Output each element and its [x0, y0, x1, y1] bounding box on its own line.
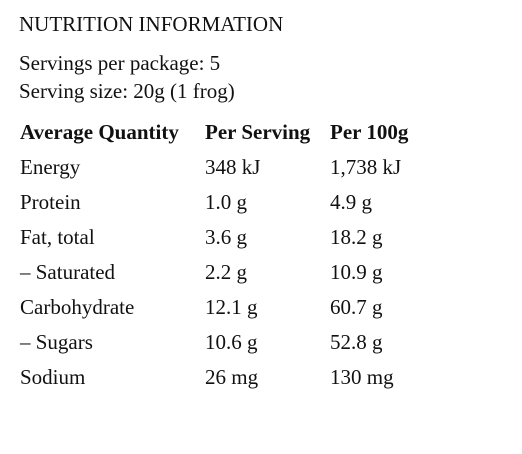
column-header: Per 100g: [330, 120, 409, 144]
nutrient-name: – Sugars: [20, 330, 93, 354]
nutrient-value: 3.6 g: [205, 225, 247, 249]
nutrient-value: 10.6 g: [205, 330, 258, 354]
nutrient-value: 4.9 g: [330, 190, 372, 214]
column-header: Average Quantity: [20, 120, 179, 144]
nutrient-value: 130 mg: [330, 365, 394, 389]
nutrient-value: 1.0 g: [205, 190, 247, 214]
nutrient-value: 26 mg: [205, 365, 259, 389]
nutrient-value: 10.9 g: [330, 260, 383, 284]
serving-size: Serving size: 20g (1 frog): [19, 79, 235, 103]
nutrient-value: 12.1 g: [205, 295, 258, 319]
nutrient-value: 60.7 g: [330, 295, 383, 319]
nutrient-value: 2.2 g: [205, 260, 247, 284]
nutrient-name: Sodium: [20, 365, 86, 389]
nutrient-name: Carbohydrate: [20, 295, 135, 319]
title: NUTRITION INFORMATION: [19, 12, 284, 36]
nutrient-name: – Saturated: [20, 260, 116, 284]
nutrient-value: 18.2 g: [330, 225, 383, 249]
servings-per-package: Servings per package: 5: [19, 51, 221, 75]
nutrient-value: 52.8 g: [330, 330, 383, 354]
column-header: Per Serving: [205, 120, 311, 144]
nutrient-value: 348 kJ: [205, 155, 261, 179]
nutrient-name: Energy: [20, 155, 81, 179]
nutrient-name: Protein: [20, 190, 81, 214]
nutrient-value: 1,738 kJ: [330, 155, 402, 179]
nutrient-name: Fat, total: [20, 225, 95, 249]
